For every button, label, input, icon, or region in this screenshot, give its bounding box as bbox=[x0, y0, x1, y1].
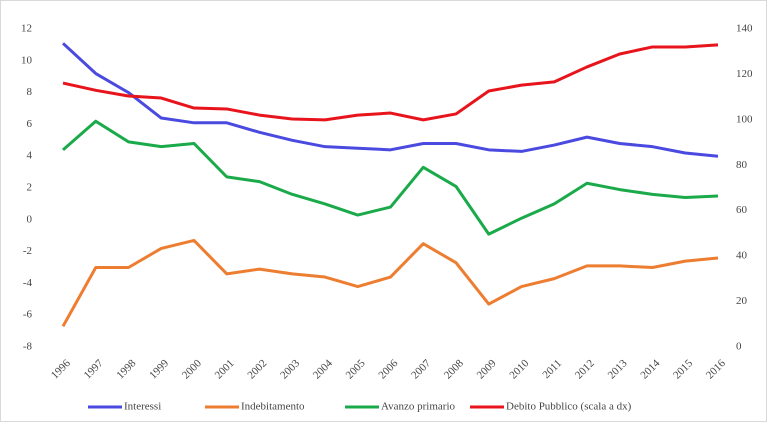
y2-tick-label: 100 bbox=[736, 113, 753, 125]
y2-tick-label: 120 bbox=[736, 68, 753, 80]
y-tick-label: 8 bbox=[27, 86, 33, 98]
legend-label: Interessi bbox=[124, 401, 161, 413]
series-line bbox=[62, 43, 719, 122]
y-tick-label: -8 bbox=[23, 341, 33, 353]
y2-tick-label: 60 bbox=[736, 204, 748, 216]
y-tick-label: 0 bbox=[27, 213, 33, 225]
y-tick-label: 4 bbox=[27, 150, 33, 162]
y-tick-label: 10 bbox=[21, 54, 33, 66]
y2-tick-label: 40 bbox=[736, 250, 748, 262]
y-tick-label: 2 bbox=[27, 182, 33, 194]
y2-tick-label: 0 bbox=[736, 341, 742, 353]
y2-tick-label: 80 bbox=[736, 159, 748, 171]
y2-tick-label: 140 bbox=[736, 23, 753, 35]
y-tick-label: -6 bbox=[23, 309, 33, 321]
series-line bbox=[61, 42, 719, 158]
legend-label: Debito Pubblico (scala a dx) bbox=[506, 401, 632, 413]
y2-tick-label: 20 bbox=[736, 295, 748, 307]
legend-label: Indebitamento bbox=[241, 401, 305, 413]
y-tick-label: -4 bbox=[23, 277, 33, 289]
series-line bbox=[62, 119, 719, 236]
series-line bbox=[61, 238, 719, 328]
legend-label: Avanzo primario bbox=[381, 401, 456, 413]
y-tick-label: 6 bbox=[27, 118, 33, 130]
y-tick-label: 12 bbox=[21, 23, 32, 35]
y-tick-label: -2 bbox=[23, 245, 32, 257]
